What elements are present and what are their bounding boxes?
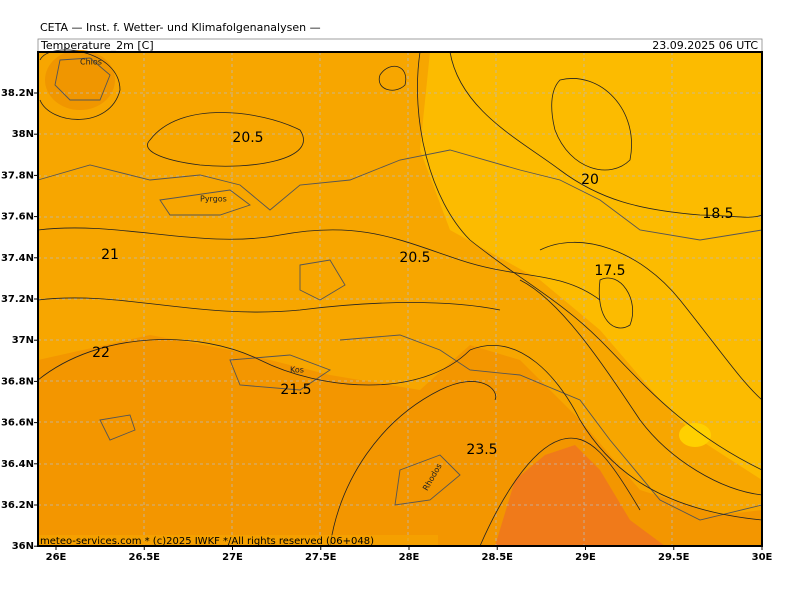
contour-label: 21	[101, 247, 119, 263]
place-label: Chios	[80, 58, 102, 67]
source: CETA — Inst. f. Wetter- und Klimafolgena…	[40, 21, 321, 34]
lat-label: 37.6N	[1, 212, 34, 223]
field-hot	[495, 445, 665, 546]
lon-label: 27.5E	[305, 552, 337, 563]
grid	[38, 52, 762, 546]
field-cool	[420, 52, 762, 480]
lat-label: 37.8N	[1, 170, 34, 181]
lat-label: 36.6N	[1, 418, 34, 429]
lat-label: 38.2N	[1, 88, 34, 99]
valid-time: 23.09.2025 06 UTC	[652, 39, 758, 52]
contour-label: 17.5	[594, 263, 625, 279]
field-cold-spot	[679, 423, 711, 447]
lat-label: 37N	[12, 335, 34, 346]
contour-label: 23.5	[466, 442, 497, 458]
axes: 26E 26.5E 27E 27.5E 28E 28.5E 29E 29.5E 30E 38.2N…	[1, 88, 773, 563]
lon-label: 27E	[222, 552, 243, 563]
lat-label: 36.8N	[1, 376, 34, 387]
lon-label: 26.5E	[128, 552, 160, 563]
footer: meteo-services.com * (c)2025 IWKF */All …	[40, 536, 374, 547]
contour-label: 22	[92, 345, 110, 361]
lat-label: 36N	[12, 541, 34, 552]
place-label: Kos	[290, 366, 304, 375]
lat-label: 37.2N	[1, 294, 34, 305]
lat-label: 36.2N	[1, 500, 34, 511]
contour-label: 20	[581, 172, 599, 188]
lat-label: 38N	[12, 129, 34, 140]
lon-label: 29E	[575, 552, 596, 563]
footer-box	[38, 535, 438, 546]
lat-label: 36.4N	[1, 459, 34, 470]
lon-label: 29.5E	[658, 552, 690, 563]
lon-label: 28.5E	[481, 552, 513, 563]
contour-label: 20.5	[399, 250, 430, 266]
contour-label: 20.5	[232, 130, 263, 146]
field-chios	[45, 50, 115, 110]
map: 20.5 20 18.5 21 20.5 17.5 22 21.5 23.5 C…	[37, 49, 763, 547]
contour-label: 21.5	[280, 382, 311, 398]
field-title: Temperature_2m [C]	[40, 39, 154, 52]
place-label: Pyrgos	[200, 195, 227, 204]
lon-label: 30E	[752, 552, 773, 563]
contour-label: 18.5	[702, 206, 733, 222]
lon-label: 28E	[399, 552, 420, 563]
lat-label: 37.4N	[1, 253, 34, 264]
isotherms	[37, 49, 763, 547]
coastlines	[37, 57, 763, 521]
lon-label: 26E	[46, 552, 67, 563]
